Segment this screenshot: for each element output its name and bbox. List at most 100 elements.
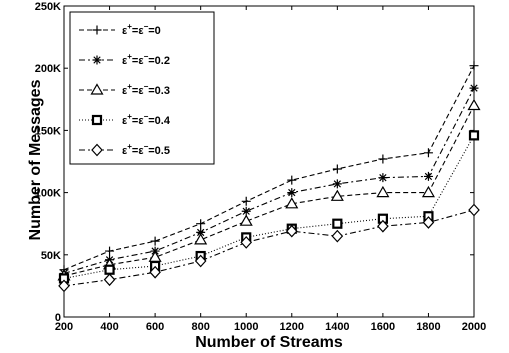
series-line bbox=[63, 65, 475, 271]
data-point bbox=[104, 264, 115, 275]
star-marker bbox=[196, 227, 206, 237]
legend-label: ε+=ε−=0.5 bbox=[122, 142, 170, 157]
square-marker bbox=[332, 218, 343, 229]
data-point bbox=[241, 196, 251, 206]
plus-marker bbox=[287, 175, 297, 185]
plot-frame bbox=[63, 5, 475, 318]
data-point bbox=[422, 216, 435, 229]
data-point bbox=[332, 164, 342, 174]
y-tick-label: 100K bbox=[35, 188, 61, 200]
legend-entry: ε+=ε−=0.2 bbox=[79, 52, 170, 67]
data-point bbox=[240, 235, 253, 249]
square-marker bbox=[91, 114, 103, 126]
x-tick-label: 1200 bbox=[280, 321, 304, 333]
data-point bbox=[196, 219, 206, 229]
data-point bbox=[196, 227, 206, 237]
star-marker bbox=[332, 179, 342, 189]
star-marker bbox=[92, 55, 102, 65]
diamond-marker bbox=[194, 254, 207, 268]
diamond-marker bbox=[240, 235, 253, 249]
data-point bbox=[469, 83, 479, 93]
y-tick-label: 200K bbox=[35, 63, 61, 75]
square-marker bbox=[104, 264, 115, 275]
triangle-marker bbox=[285, 197, 299, 209]
star-marker bbox=[241, 206, 251, 216]
x-axis-label: Number of Streams bbox=[195, 334, 343, 351]
data-point bbox=[105, 246, 115, 256]
data-point bbox=[376, 185, 390, 198]
data-point bbox=[287, 188, 297, 198]
diamond-marker bbox=[285, 224, 298, 238]
data-point bbox=[285, 224, 298, 238]
star-marker bbox=[287, 188, 297, 198]
triangle-marker bbox=[376, 185, 390, 198]
data-point bbox=[148, 250, 162, 262]
star-marker bbox=[469, 83, 479, 93]
star-marker bbox=[378, 173, 388, 183]
x-tick-label: 200 bbox=[55, 321, 73, 333]
x-axis-ticks: 200 400 600 800 1000 1200 1400 1600 1800 2000 bbox=[55, 6, 486, 333]
data-point bbox=[239, 214, 253, 226]
data-point bbox=[331, 229, 344, 243]
legend: ε+=ε−=0 ε+=ε−=0.2 ε+=ε−=0.3 ε+=ε−=0.4 ε+=ε−=… bbox=[69, 11, 215, 165]
x-tick-label: 400 bbox=[100, 321, 118, 333]
triangle-marker bbox=[330, 189, 344, 201]
x-tick-label: 1000 bbox=[234, 321, 258, 333]
data-point bbox=[103, 273, 116, 287]
data-point bbox=[194, 254, 207, 268]
y-axis-label: Number of Messages bbox=[27, 79, 44, 240]
triangle-marker bbox=[148, 250, 162, 262]
series-line bbox=[63, 135, 475, 279]
plus-marker bbox=[92, 25, 102, 35]
series-5 bbox=[58, 203, 480, 293]
plus-marker bbox=[241, 196, 251, 206]
data-point bbox=[468, 203, 480, 217]
diamond-marker bbox=[331, 229, 344, 243]
data-point bbox=[287, 175, 297, 185]
diamond-marker bbox=[91, 143, 103, 157]
plus-marker bbox=[423, 148, 433, 158]
star-marker bbox=[423, 171, 433, 181]
data-point bbox=[423, 171, 433, 181]
legend-label: ε+=ε−=0.3 bbox=[122, 82, 170, 97]
triangle-marker bbox=[194, 233, 208, 245]
triangle-marker bbox=[467, 98, 481, 111]
data-point bbox=[194, 233, 208, 245]
data-point bbox=[58, 279, 70, 293]
y-tick-label: 0 bbox=[55, 312, 61, 324]
x-tick-label: 1800 bbox=[416, 321, 440, 333]
diamond-marker bbox=[103, 273, 116, 287]
data-point bbox=[467, 98, 481, 111]
data-point bbox=[241, 206, 251, 216]
plus-marker bbox=[150, 236, 160, 246]
data-point bbox=[468, 130, 480, 141]
plus-marker bbox=[469, 61, 479, 71]
data-point bbox=[377, 219, 389, 233]
plus-marker bbox=[332, 164, 342, 174]
plus-marker bbox=[196, 219, 206, 229]
data-point bbox=[285, 197, 299, 209]
legend-entry: ε+=ε−=0.5 bbox=[79, 142, 170, 157]
data-point bbox=[330, 189, 344, 201]
plus-marker bbox=[378, 154, 388, 164]
legend-entry: ε+=ε−=0.3 bbox=[79, 82, 170, 97]
diamond-marker bbox=[58, 279, 70, 293]
x-tick-label: 600 bbox=[146, 321, 164, 333]
data-point bbox=[421, 185, 435, 198]
triangle-marker bbox=[239, 214, 253, 226]
series-line bbox=[63, 105, 475, 277]
legend-label: ε+=ε−=0 bbox=[122, 22, 161, 37]
data-point bbox=[469, 61, 479, 71]
data-point bbox=[332, 179, 342, 189]
diamond-marker bbox=[422, 216, 435, 229]
x-tick-label: 1600 bbox=[371, 321, 395, 333]
triangle-marker bbox=[90, 83, 104, 95]
diamond-marker bbox=[149, 265, 161, 279]
y-tick-label: 250K bbox=[35, 1, 61, 13]
x-tick-label: 800 bbox=[191, 321, 209, 333]
x-tick-label: 2000 bbox=[462, 321, 486, 333]
data-point bbox=[378, 173, 388, 183]
series-line bbox=[63, 87, 475, 274]
legend-box bbox=[69, 11, 215, 165]
